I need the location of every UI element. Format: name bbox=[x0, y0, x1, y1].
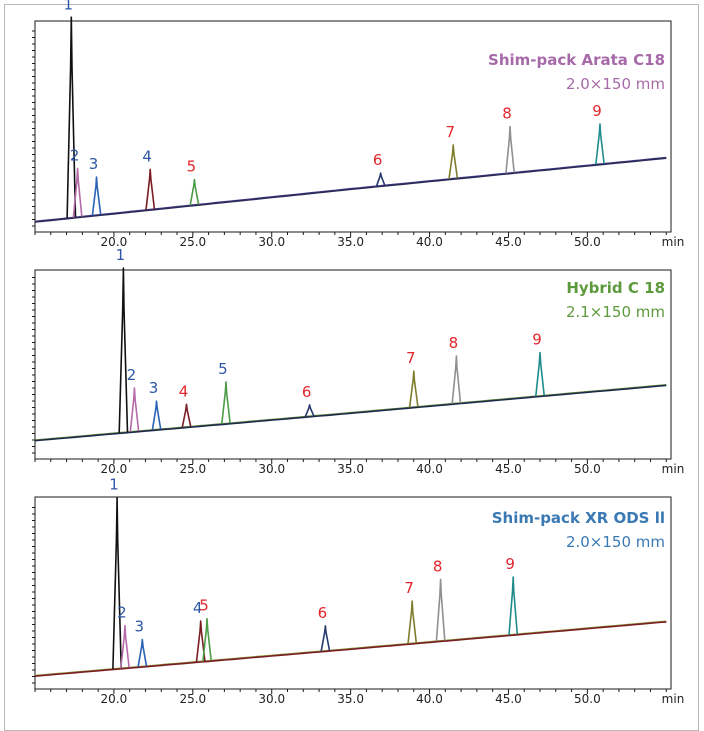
peak-4 bbox=[195, 620, 206, 662]
x-tick-label: 30.0 bbox=[258, 235, 285, 249]
x-tick-label: 35.0 bbox=[337, 692, 364, 706]
x-tick-label: 50.0 bbox=[574, 692, 601, 706]
peak-7 bbox=[408, 370, 419, 408]
peak-2 bbox=[120, 624, 130, 669]
plot-area bbox=[34, 496, 672, 690]
peak-9 bbox=[535, 351, 545, 397]
x-tick-label: 50.0 bbox=[574, 462, 601, 476]
x-tick-label: 20.0 bbox=[101, 692, 128, 706]
peak-label-1: 1 bbox=[116, 246, 126, 264]
column-dimensions: 2.0×150 mm bbox=[566, 533, 665, 551]
peak-label-8: 8 bbox=[449, 334, 459, 352]
x-tick-label: 20.0 bbox=[101, 235, 128, 249]
peak-label-7: 7 bbox=[445, 123, 455, 141]
x-tick-label: 30.0 bbox=[258, 692, 285, 706]
x-tick-label: 25.0 bbox=[179, 692, 206, 706]
peak-4 bbox=[181, 403, 192, 428]
baseline-trace bbox=[34, 384, 667, 442]
peak-9 bbox=[595, 123, 605, 165]
peak-label-8: 8 bbox=[433, 557, 443, 575]
peak-label-1: 1 bbox=[109, 476, 119, 494]
x-tick-label: 40.0 bbox=[416, 692, 443, 706]
peak-label-2: 2 bbox=[70, 147, 80, 165]
x-tick-label: 40.0 bbox=[416, 235, 443, 249]
x-tick-label: 20.0 bbox=[101, 462, 128, 476]
peak-label-5: 5 bbox=[199, 597, 209, 615]
peak-label-9: 9 bbox=[505, 555, 515, 573]
peak-label-6: 6 bbox=[318, 604, 328, 622]
peak-label-8: 8 bbox=[502, 105, 512, 123]
peak-5 bbox=[189, 178, 200, 206]
x-tick-label: 45.0 bbox=[495, 462, 522, 476]
peak-7 bbox=[407, 600, 418, 644]
peak-label-7: 7 bbox=[404, 579, 414, 597]
plot-area bbox=[34, 20, 672, 233]
x-tick-label: 45.0 bbox=[495, 692, 522, 706]
peak-label-6: 6 bbox=[302, 383, 312, 401]
peak-7 bbox=[448, 144, 459, 180]
peak-1 bbox=[112, 496, 122, 669]
peak-label-9: 9 bbox=[532, 330, 542, 348]
column-dimensions: 2.0×150 mm bbox=[566, 75, 665, 93]
peak-6 bbox=[320, 625, 331, 652]
peak-label-1: 1 bbox=[64, 0, 74, 13]
x-axis-label: min bbox=[662, 235, 685, 249]
x-tick-label: 35.0 bbox=[337, 235, 364, 249]
peak-label-7: 7 bbox=[406, 349, 416, 367]
x-tick-label: 45.0 bbox=[495, 235, 522, 249]
peak-label-4: 4 bbox=[142, 147, 152, 165]
column-name: Hybrid C 18 bbox=[566, 279, 665, 297]
peak-8 bbox=[505, 125, 515, 174]
peak-5 bbox=[221, 381, 231, 424]
peak-3 bbox=[91, 176, 102, 216]
chart-panel-1: 12 3 45 678 920.0 25.0 30.0 35.0 40.0 45.0 50.0 min… bbox=[32, 0, 684, 249]
peak-label-9: 9 bbox=[592, 102, 602, 120]
peak-label-3: 3 bbox=[89, 155, 99, 173]
peak-label-3: 3 bbox=[149, 379, 159, 397]
baseline-trace bbox=[34, 621, 667, 677]
peak-1 bbox=[118, 267, 129, 433]
peak-6 bbox=[304, 404, 315, 417]
baseline-trace bbox=[34, 157, 667, 223]
peak-label-4: 4 bbox=[193, 599, 203, 617]
x-tick-label: 40.0 bbox=[416, 462, 443, 476]
peak-3 bbox=[151, 400, 162, 431]
peak-label-3: 3 bbox=[135, 618, 145, 636]
column-dimensions: 2.1×150 mm bbox=[566, 303, 665, 321]
peak-9 bbox=[508, 576, 519, 635]
x-tick-label: 35.0 bbox=[337, 462, 364, 476]
x-axis-label: min bbox=[662, 462, 685, 476]
peak-6 bbox=[375, 172, 386, 187]
peak-2 bbox=[129, 387, 140, 432]
peak-label-2: 2 bbox=[127, 366, 137, 384]
peak-8 bbox=[435, 578, 446, 642]
peak-label-6: 6 bbox=[373, 151, 383, 169]
plot-area bbox=[34, 269, 672, 460]
column-name: Shim-pack Arata C18 bbox=[488, 51, 665, 69]
column-name: Shim-pack XR ODS ll bbox=[492, 509, 665, 527]
peak-8 bbox=[451, 355, 462, 404]
x-tick-label: 25.0 bbox=[179, 235, 206, 249]
x-axis-label: min bbox=[662, 692, 685, 706]
peak-3 bbox=[137, 638, 148, 667]
peak-2 bbox=[72, 167, 83, 218]
x-tick-label: 50.0 bbox=[574, 235, 601, 249]
peak-1 bbox=[66, 16, 77, 219]
peak-label-5: 5 bbox=[187, 158, 197, 176]
peak-5 bbox=[202, 617, 212, 662]
peak-label-2: 2 bbox=[117, 604, 127, 622]
peak-label-4: 4 bbox=[179, 382, 189, 400]
x-tick-label: 30.0 bbox=[258, 462, 285, 476]
x-tick-label: 25.0 bbox=[179, 462, 206, 476]
peak-4 bbox=[145, 168, 156, 210]
peak-label-5: 5 bbox=[218, 360, 228, 378]
